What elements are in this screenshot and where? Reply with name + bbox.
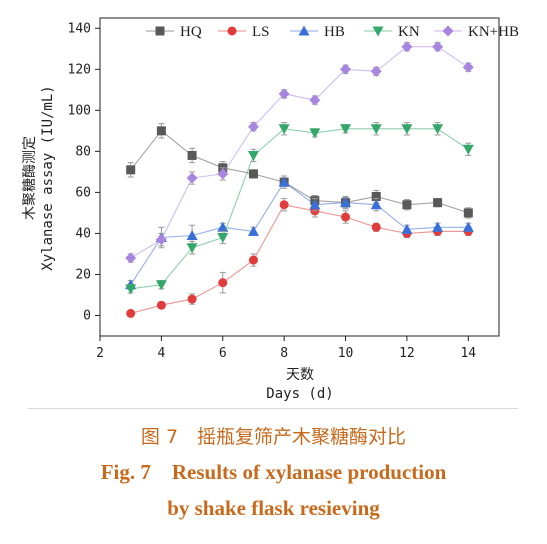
data-point <box>155 234 167 246</box>
data-point <box>248 169 258 179</box>
data-point <box>278 124 290 135</box>
series-hq <box>126 123 473 219</box>
caption-divider <box>28 408 518 409</box>
legend-marker <box>155 26 165 36</box>
data-point <box>462 61 474 73</box>
data-point <box>218 278 228 288</box>
data-point <box>309 128 321 139</box>
x-tick-label: 10 <box>338 346 354 361</box>
data-point <box>432 221 444 232</box>
data-point <box>340 124 352 135</box>
data-point <box>462 144 474 155</box>
x-tick-label: 14 <box>460 346 476 361</box>
y-tick-label: 120 <box>68 62 91 77</box>
series-line <box>130 128 469 290</box>
figure-caption-chinese: 图 7 摇瓶复筛产木聚糖酶对比 <box>140 426 407 448</box>
y-tick-label: 20 <box>75 267 91 282</box>
data-point <box>278 88 290 100</box>
legend-label: KN <box>398 24 420 40</box>
data-point <box>370 199 382 210</box>
data-point <box>187 294 197 304</box>
data-point <box>126 165 136 175</box>
legend-label: KN+HB <box>468 24 519 40</box>
series-kn-hb <box>125 41 474 264</box>
data-point <box>370 65 382 77</box>
data-point <box>341 212 351 222</box>
data-point <box>432 41 444 53</box>
data-point <box>217 233 229 244</box>
x-axis-label: Days (d) <box>266 386 333 402</box>
data-point <box>186 243 198 254</box>
y-tick-label: 100 <box>68 103 91 118</box>
y-tick-label: 140 <box>68 21 91 36</box>
data-point <box>340 63 352 75</box>
legend-label: HQ <box>180 24 202 40</box>
series-ls <box>126 198 473 318</box>
data-point <box>247 150 259 161</box>
x-tick-label: 8 <box>280 346 288 361</box>
data-point <box>462 221 474 232</box>
legend-marker <box>372 26 384 37</box>
data-point <box>186 172 198 184</box>
series-line <box>130 130 469 214</box>
x-axis-label-cn: 天数 <box>286 367 314 383</box>
data-point <box>217 168 229 180</box>
data-point <box>401 124 413 135</box>
legend-marker <box>298 25 310 36</box>
figure-caption-english-line2: by shake flask resieving <box>167 496 380 520</box>
y-axis-label-cn: 木聚糖酶测定 <box>22 136 38 220</box>
data-point <box>155 280 167 291</box>
y-tick-label: 40 <box>75 226 91 241</box>
data-point <box>247 225 259 236</box>
xylanase-line-chart: 2 4 6 8 10 12 14 0 20 40 60 80 100 120 140 HQ LS HB KN KN… <box>22 17 519 402</box>
legend-item: HB <box>290 24 345 40</box>
data-point <box>156 300 166 310</box>
legend-label: LS <box>252 24 270 40</box>
data-point <box>247 121 259 133</box>
data-point <box>309 94 321 106</box>
data-point <box>370 124 382 135</box>
data-point <box>187 150 197 160</box>
x-tick-label: 4 <box>157 346 165 361</box>
x-tick-label: 2 <box>96 346 104 361</box>
data-point <box>340 197 352 208</box>
data-point <box>248 255 258 265</box>
legend-item: KN <box>364 24 420 40</box>
series-line <box>130 204 469 314</box>
data-point <box>402 200 412 210</box>
data-point <box>126 308 136 318</box>
data-point <box>186 229 198 240</box>
data-point <box>432 124 444 135</box>
y-tick-label: 60 <box>75 185 91 200</box>
legend-item: LS <box>218 24 270 40</box>
data-point <box>463 208 473 218</box>
data-point <box>125 252 137 264</box>
data-point <box>309 199 321 210</box>
legend-marker <box>442 25 454 37</box>
figure-caption-english-line1: Fig. 7 Results of xylanase production <box>100 460 447 484</box>
data-point <box>125 284 137 295</box>
y-axis-label: Xylanase assay (IU/mL) <box>40 85 56 270</box>
data-point <box>278 176 290 187</box>
data-point <box>371 191 381 201</box>
plot-area-frame <box>99 17 500 337</box>
data-point <box>401 41 413 53</box>
data-point <box>279 200 289 210</box>
legend-label: HB <box>324 24 345 40</box>
series-line <box>130 181 469 285</box>
data-point <box>433 198 443 208</box>
data-point <box>156 126 166 136</box>
legend-item: KN+HB <box>434 24 519 40</box>
data-point <box>401 223 413 234</box>
y-tick-label: 0 <box>83 308 91 323</box>
series-kn <box>125 122 474 295</box>
data-point <box>371 222 381 232</box>
x-tick-label: 12 <box>399 346 415 361</box>
legend-marker <box>227 26 237 36</box>
legend-item: HQ <box>146 24 202 40</box>
x-tick-label: 6 <box>219 346 227 361</box>
series-line <box>130 46 469 259</box>
y-tick-label: 80 <box>75 144 91 159</box>
